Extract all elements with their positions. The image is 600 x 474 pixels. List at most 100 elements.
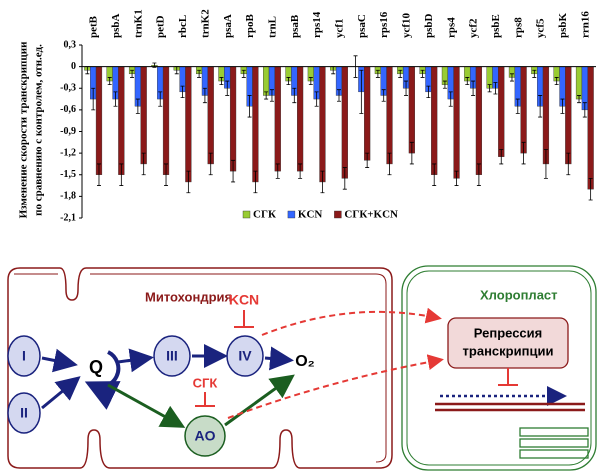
y-tick-label: -1,5 <box>60 169 76 180</box>
error-bar <box>476 163 481 186</box>
error-bar <box>381 89 386 102</box>
error-bar <box>577 95 582 104</box>
bar <box>453 66 460 179</box>
arrow <box>41 348 78 373</box>
repression-label: Репрессия <box>474 325 542 340</box>
y-tick-label: 0 <box>71 61 76 72</box>
error-bar <box>253 170 258 194</box>
error-bar <box>96 163 101 186</box>
error-bar <box>365 152 370 168</box>
y-tick-label: -1,8 <box>60 191 76 202</box>
error-bar <box>286 77 291 86</box>
error-bar <box>375 69 380 78</box>
x-tick-label: ycf10 <box>401 12 413 38</box>
error-bar <box>359 69 364 114</box>
bar <box>498 66 505 157</box>
node-label: Q <box>89 357 103 377</box>
error-bar <box>532 69 537 78</box>
error-bar <box>269 89 274 102</box>
error-bar <box>543 149 548 179</box>
arrow <box>41 376 81 410</box>
error-bar <box>471 80 476 96</box>
repression-label: транскрипции <box>463 343 554 358</box>
error-bar <box>197 69 202 78</box>
bar <box>297 66 304 172</box>
x-tick-label: psbK <box>557 12 569 38</box>
signal <box>261 307 442 336</box>
y-tick-label: 0,3 <box>64 39 77 50</box>
error-bar <box>465 77 470 86</box>
bar <box>520 66 527 154</box>
bar <box>386 66 393 165</box>
error-bar <box>566 152 571 176</box>
x-tick-label: trnK2 <box>199 9 211 38</box>
error-bar <box>588 177 593 201</box>
legend-swatch <box>242 210 251 219</box>
x-tick-label: rps14 <box>311 11 323 38</box>
error-bar <box>448 91 453 107</box>
x-tick-label: rps8 <box>512 17 524 38</box>
y-tick-label: -0,6 <box>60 104 76 115</box>
x-tick-label: ycf1 <box>334 18 346 38</box>
x-tick-label: psaB <box>289 14 301 38</box>
y-tick-label: -0,3 <box>60 83 76 94</box>
node-label: I <box>22 348 26 364</box>
bar <box>162 66 170 175</box>
y-tick-label: -0,9 <box>60 126 76 137</box>
x-tick-label: psbA <box>110 13 122 38</box>
bar <box>431 66 438 175</box>
error-bar <box>130 69 135 78</box>
bar <box>252 66 259 183</box>
bar <box>95 66 103 175</box>
chloro-label: Хлоропласт <box>480 287 558 302</box>
error-bar <box>202 87 207 104</box>
error-bar <box>487 84 492 93</box>
node-label: II <box>20 405 28 421</box>
x-tick-label: trnK1 <box>132 9 144 38</box>
error-bar <box>119 163 124 186</box>
mito-inner <box>14 273 387 463</box>
arrow <box>117 348 154 373</box>
bar <box>408 66 415 154</box>
thylakoid <box>519 449 589 459</box>
x-tick-label: ycf2 <box>468 18 480 38</box>
diagram: Митохондрия Хлоропласт I II Q III IV O₂ … <box>7 265 597 471</box>
error-bar <box>404 80 409 96</box>
complex-iii <box>153 335 191 377</box>
error-bar <box>521 141 526 165</box>
x-tick-label: psaA <box>222 14 234 38</box>
inhibitor-label: СГК <box>193 375 218 390</box>
x-tick-label: rps16 <box>378 11 390 38</box>
arrow <box>107 383 186 428</box>
x-tick-label: petB <box>88 15 100 38</box>
error-bar <box>180 85 185 99</box>
bar <box>140 66 147 165</box>
error-bar <box>247 95 252 118</box>
error-bar <box>337 89 341 102</box>
x-tick-label: rps4 <box>445 17 457 38</box>
error-bar <box>454 170 459 186</box>
error-bar <box>509 73 514 82</box>
error-bar <box>241 69 246 78</box>
thylakoid <box>519 427 589 437</box>
error-bar <box>493 82 498 95</box>
inhibition <box>498 368 518 386</box>
mitochondrion <box>7 267 393 469</box>
y-tick-label: -1,2 <box>60 147 76 158</box>
bar <box>263 66 270 96</box>
bar <box>364 66 371 161</box>
error-bar <box>231 159 236 183</box>
error-bar <box>432 163 437 186</box>
bar <box>319 66 326 183</box>
legend-label: СГК+KCN <box>344 209 398 221</box>
error-bar <box>298 163 303 179</box>
error-bar <box>314 91 319 107</box>
x-tick-label: psbE <box>490 14 502 38</box>
error-bar <box>135 98 140 114</box>
thylakoid <box>519 438 589 448</box>
error-bar <box>292 87 297 104</box>
error-bar <box>219 77 224 86</box>
legend-swatch <box>287 210 296 219</box>
arrow <box>224 374 295 427</box>
